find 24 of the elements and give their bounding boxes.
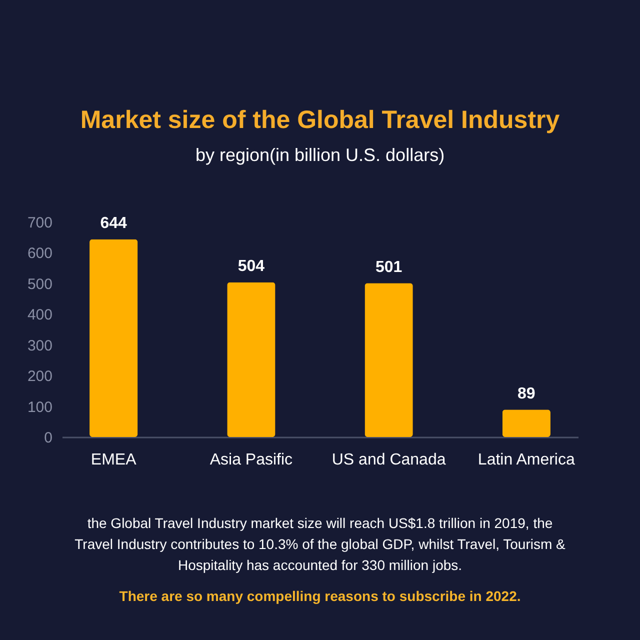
x-tick-label: Latin America [478, 452, 575, 468]
chart-subtitle: by region(in billion U.S. dollars) [195, 145, 445, 165]
text: There are so many compelling reasons to subscribe in 2022. [119, 588, 521, 604]
y-tick-label: 0 [44, 430, 52, 446]
y-tick-label: 200 [27, 368, 52, 386]
chart-title: Market size of the Global Travel Industry [80, 106, 560, 134]
bar [364, 283, 413, 437]
x-tick-label: US and Canada [332, 452, 446, 468]
data-label: 89 [518, 386, 536, 403]
y-tick-label: 700 [27, 214, 52, 232]
data-label: 501 [375, 259, 402, 276]
y-tick-label: 400 [27, 306, 52, 324]
y-tick-label: 600 [27, 245, 52, 262]
data-label: 504 [238, 258, 265, 276]
y-tick-label: 100 [27, 398, 52, 416]
text: the Global Travel Industry market size will reach US$1.8 trillion in 2019, the Travel Industry contributes to 10.3% of the global GDP, whilst Travel, Tourism & Hospitality has accounted for 330 million jobs. [74, 515, 566, 573]
y-tick-label: 300 [27, 337, 52, 354]
y-tick-label: 500 [27, 276, 52, 293]
bar [227, 282, 276, 437]
data-label: 644 [100, 215, 128, 232]
x-tick-label: Asia Pasific [210, 452, 293, 468]
bar [502, 410, 550, 437]
x-tick-label: EMEA [90, 452, 137, 468]
bar [90, 239, 138, 437]
